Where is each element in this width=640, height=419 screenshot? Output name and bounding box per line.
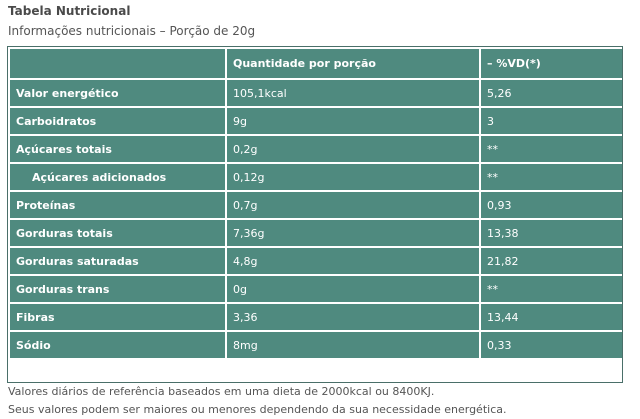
nutrient-daily-value: 5,26	[479, 78, 624, 108]
nutrient-daily-value: **	[479, 134, 624, 164]
nutrient-name: Valor energético	[8, 78, 227, 108]
header-cell-nutrient	[8, 47, 227, 80]
page-title: Tabela Nutricional	[8, 4, 131, 18]
nutrient-quantity: 0g	[225, 274, 481, 304]
nutrient-daily-value: 0,33	[479, 330, 624, 360]
nutrient-quantity: 9g	[225, 106, 481, 136]
page-subtitle: Informações nutricionais – Porção de 20g	[8, 24, 256, 38]
nutrient-quantity: 7,36g	[225, 218, 481, 248]
table-row: Gorduras trans 0g **	[8, 274, 624, 304]
table-row: Gorduras saturadas 4,8g 21,82	[8, 246, 624, 276]
table-row: Sódio 8mg 0,33	[8, 330, 624, 360]
nutrient-name: Sódio	[8, 330, 227, 360]
nutrient-quantity: 0,12g	[225, 162, 481, 192]
footnote-energy-needs: Seus valores podem ser maiores ou menore…	[8, 403, 507, 416]
nutrient-daily-value: 13,38	[479, 218, 624, 248]
nutrient-name: Proteínas	[8, 190, 227, 220]
nutrient-name: Gorduras saturadas	[8, 246, 227, 276]
table-row: Açúcares totais 0,2g **	[8, 134, 624, 164]
nutrient-quantity: 3,36	[225, 302, 481, 332]
nutrient-quantity: 8mg	[225, 330, 481, 360]
nutrient-daily-value: **	[479, 162, 624, 192]
nutrient-name: Fibras	[8, 302, 227, 332]
table-row: Proteínas 0,7g 0,93	[8, 190, 624, 220]
nutrient-daily-value: 13,44	[479, 302, 624, 332]
footnote-reference-values: Valores diários de referência baseados e…	[8, 385, 435, 398]
header-cell-quantity: Quantidade por porção	[225, 47, 481, 80]
nutrient-daily-value: 0,93	[479, 190, 624, 220]
nutrition-table: Quantidade por porção – %VD(*) Valor ene…	[8, 47, 624, 360]
nutrient-quantity: 4,8g	[225, 246, 481, 276]
header-cell-daily-value: – %VD(*)	[479, 47, 624, 80]
nutrient-name: Gorduras trans	[8, 274, 227, 304]
nutrient-name: Carboidratos	[8, 106, 227, 136]
nutrient-name: Gorduras totais	[8, 218, 227, 248]
nutrient-daily-value: 3	[479, 106, 624, 136]
nutrient-name: Açúcares totais	[8, 134, 227, 164]
table-row: Carboidratos 9g 3	[8, 106, 624, 136]
nutrient-quantity: 0,2g	[225, 134, 481, 164]
table-row: Açúcares adicionados 0,12g **	[8, 162, 624, 192]
table-row: Fibras 3,36 13,44	[8, 302, 624, 332]
nutrient-name: Açúcares adicionados	[8, 162, 227, 192]
nutrient-quantity: 105,1kcal	[225, 78, 481, 108]
nutrient-daily-value: 21,82	[479, 246, 624, 276]
table-header-row: Quantidade por porção – %VD(*)	[8, 47, 624, 80]
table-row: Valor energético 105,1kcal 5,26	[8, 78, 624, 108]
nutrient-daily-value: **	[479, 274, 624, 304]
nutrient-quantity: 0,7g	[225, 190, 481, 220]
table-row: Gorduras totais 7,36g 13,38	[8, 218, 624, 248]
